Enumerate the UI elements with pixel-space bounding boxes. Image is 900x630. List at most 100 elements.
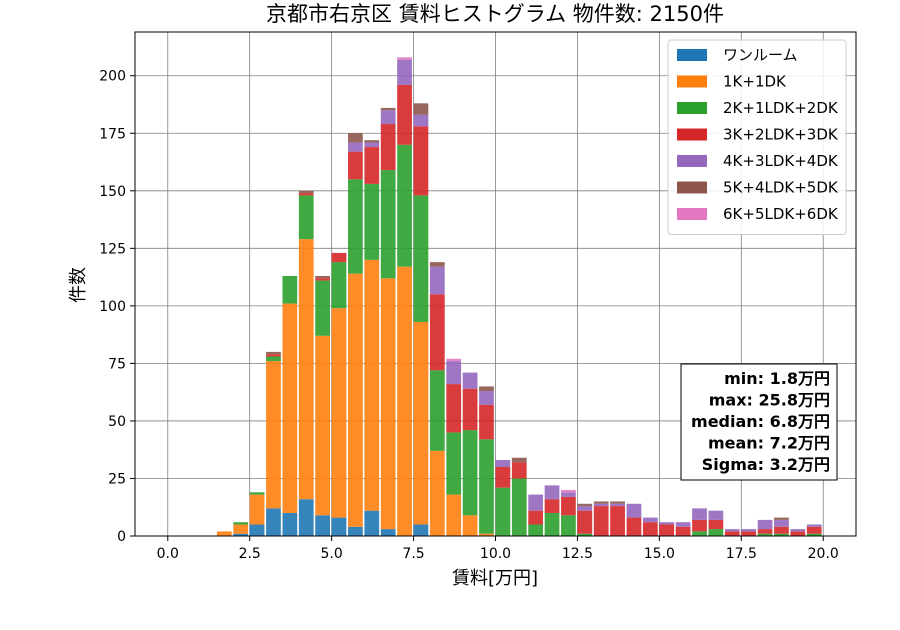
bar-segment (282, 512, 298, 536)
bar-segment (413, 195, 429, 322)
bar-segment (216, 531, 232, 536)
bar-segment (495, 487, 511, 536)
y-tick-label: 200 (99, 69, 126, 85)
bar-segment (298, 239, 314, 500)
x-tick-label: 20.0 (808, 546, 839, 562)
bar-segment (348, 133, 363, 143)
stats-line: mean: 7.2万円 (708, 434, 830, 453)
bar-segment (528, 524, 544, 536)
bar-segment (249, 492, 265, 495)
bar-segment (774, 526, 789, 534)
bar-segment (708, 529, 724, 536)
bar-segment (348, 526, 363, 536)
stats-line: Sigma: 3.2万円 (702, 455, 830, 474)
legend-swatch (677, 49, 707, 61)
legend-label: 6K+5LDK+6DK (723, 205, 839, 223)
bar-segment (544, 485, 560, 500)
bar-segment (397, 144, 412, 267)
y-tick-label: 100 (99, 299, 126, 315)
chart-title: 京都市右京区 賃料ヒストグラム 物件数: 2150件 (266, 2, 724, 26)
bar-segment (528, 494, 544, 511)
bar-segment (479, 404, 494, 440)
bar-segment (642, 517, 658, 523)
stats-frame (680, 363, 838, 481)
legend-label: 1K+1DK (723, 73, 787, 91)
stats-box: min: 1.8万円 max: 25.8万円 median: 6.8万円 mean: … (680, 363, 838, 481)
bar-segment (479, 533, 494, 536)
legend-swatch (677, 75, 707, 88)
bar-segment (282, 303, 298, 513)
legend-label: 2K+1LDK+2DK (723, 99, 839, 117)
bar-segment (610, 501, 625, 504)
x-axis-label: 賃料[万円] (452, 568, 538, 589)
bar-segment (298, 193, 314, 196)
bar-segment (479, 386, 494, 392)
bar-segment (511, 478, 527, 536)
bar-segment (429, 262, 445, 267)
bar-segment (315, 275, 330, 279)
bar-segment (298, 195, 314, 240)
bar-segment (806, 533, 822, 536)
bar-segment (315, 278, 330, 281)
bar-segment (380, 278, 396, 530)
bar-segment (380, 529, 396, 536)
legend-label: 4K+3LDK+4DK (723, 152, 839, 170)
bar-segment (331, 308, 347, 518)
bar-segment (511, 457, 527, 463)
stats-line: min: 1.8万円 (724, 369, 830, 388)
bar-segment (413, 321, 429, 525)
y-tick-label: 25 (108, 471, 126, 487)
legend-label: 3K+2LDK+3DK (723, 126, 839, 144)
bar-segment (462, 388, 478, 431)
legend-label: ワンルーム (723, 46, 798, 64)
bar-segment (331, 262, 347, 309)
legend-swatch (677, 155, 707, 167)
bar-segment (495, 460, 511, 467)
bar-segment (364, 259, 380, 511)
bar-segment (315, 515, 330, 536)
bar-segment (397, 59, 412, 85)
bar-segment (249, 524, 265, 536)
bar-segment (774, 533, 789, 536)
bar-segment (462, 372, 478, 389)
bar-segment (659, 524, 675, 536)
bar-segment (479, 391, 494, 405)
bar-segment (593, 503, 609, 507)
bar-segment (561, 492, 576, 497)
bar-segment (380, 110, 396, 125)
y-tick-label: 50 (108, 414, 126, 430)
bar-segment (544, 499, 560, 513)
x-tick-label: 0.0 (157, 546, 179, 562)
bar-segment (757, 519, 773, 530)
bar-segment (692, 519, 707, 532)
x-tick-label: 10.0 (480, 546, 511, 562)
bar-segment (348, 179, 363, 274)
bar-segment (364, 142, 380, 148)
bar-segment (774, 519, 789, 527)
bar-segment (544, 512, 560, 536)
x-tick-label: 7.5 (402, 546, 424, 562)
legend-label: 5K+4LDK+5DK (723, 179, 839, 197)
bar-segment (266, 361, 281, 509)
bar-segment (397, 84, 412, 145)
bar-segment (364, 140, 380, 143)
bar-segment (348, 151, 363, 180)
x-tick-label: 15.0 (644, 546, 675, 562)
legend: ワンルーム 1K+1DK 2K+1LDK+2DK 3K+2LDK+3DK 4K+3LDK… (667, 39, 847, 235)
bar-segment (708, 519, 724, 530)
bar-segment (413, 524, 429, 536)
bar-segment (724, 531, 740, 536)
bar-segment (757, 533, 773, 536)
bar-segment (266, 356, 281, 362)
bar-segment (380, 170, 396, 279)
bar-segment (511, 462, 527, 479)
bar-segment (741, 531, 757, 536)
y-tick-label: 75 (108, 356, 126, 372)
bar-segment (446, 494, 462, 536)
bar-segment (479, 439, 494, 534)
legend-swatch (677, 128, 707, 141)
bar-segment (446, 432, 462, 495)
bar-segment (577, 506, 593, 511)
bar-segment (282, 275, 298, 304)
bar-segment (397, 57, 412, 60)
